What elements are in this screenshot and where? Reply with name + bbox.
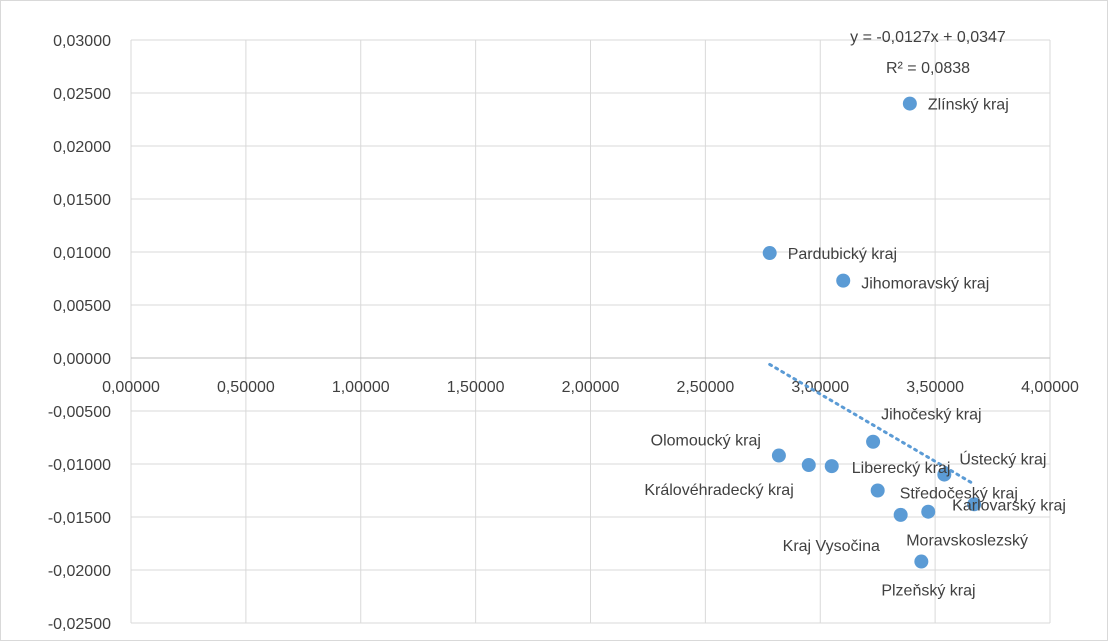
y-tick-label: 0,01500 <box>53 192 111 209</box>
y-tick-label: -0,01500 <box>48 510 111 527</box>
point-label: Moravskoslezský <box>906 533 1028 550</box>
data-point <box>894 508 908 522</box>
y-tick-label: 0,00500 <box>53 298 111 315</box>
point-label: Plzeňský kraj <box>881 583 975 600</box>
data-point <box>903 97 917 111</box>
data-point <box>921 505 935 519</box>
point-label: Zlínský kraj <box>928 97 1009 114</box>
point-label: Liberecký kraj <box>852 460 951 477</box>
point-label: Pardubický kraj <box>788 246 897 263</box>
data-point <box>772 449 786 463</box>
point-label: Karlovarský kraj <box>952 497 1066 514</box>
data-point <box>763 246 777 260</box>
y-tick-label: 0,02500 <box>53 86 111 103</box>
data-point <box>836 274 850 288</box>
y-tick-label: 0,02000 <box>53 139 111 156</box>
point-label: Olomoucký kraj <box>651 433 761 450</box>
trendline-equation: y = -0,0127x + 0,0347 <box>850 29 1006 46</box>
x-tick-label: 0,50000 <box>217 379 275 396</box>
y-tick-label: 0,00000 <box>53 351 111 368</box>
data-point <box>866 435 880 449</box>
data-point <box>825 459 839 473</box>
point-label: Jihomoravský kraj <box>861 276 989 293</box>
y-tick-label: -0,01000 <box>48 457 111 474</box>
y-tick-label: -0,00500 <box>48 404 111 421</box>
point-label: Kraj Vysočina <box>783 538 880 555</box>
y-tick-label: 0,03000 <box>53 33 111 50</box>
y-tick-label: -0,02500 <box>48 616 111 633</box>
point-label: Královéhradecký kraj <box>644 482 793 499</box>
x-tick-label: 3,50000 <box>906 379 964 396</box>
y-tick-label: -0,02000 <box>48 563 111 580</box>
point-label: Jihočeský kraj <box>881 407 981 424</box>
point-label: Ústecký kraj <box>959 450 1046 469</box>
y-tick-label: 0,01000 <box>53 245 111 262</box>
x-tick-label: 0,00000 <box>102 379 160 396</box>
x-tick-label: 4,00000 <box>1021 379 1079 396</box>
x-tick-label: 2,50000 <box>676 379 734 396</box>
x-tick-label: 2,00000 <box>562 379 620 396</box>
x-tick-label: 1,00000 <box>332 379 390 396</box>
data-point <box>802 458 816 472</box>
data-point <box>871 484 885 498</box>
x-tick-label: 1,50000 <box>447 379 505 396</box>
data-point <box>914 555 928 569</box>
trendline-r-squared: R² = 0,0838 <box>886 60 970 77</box>
